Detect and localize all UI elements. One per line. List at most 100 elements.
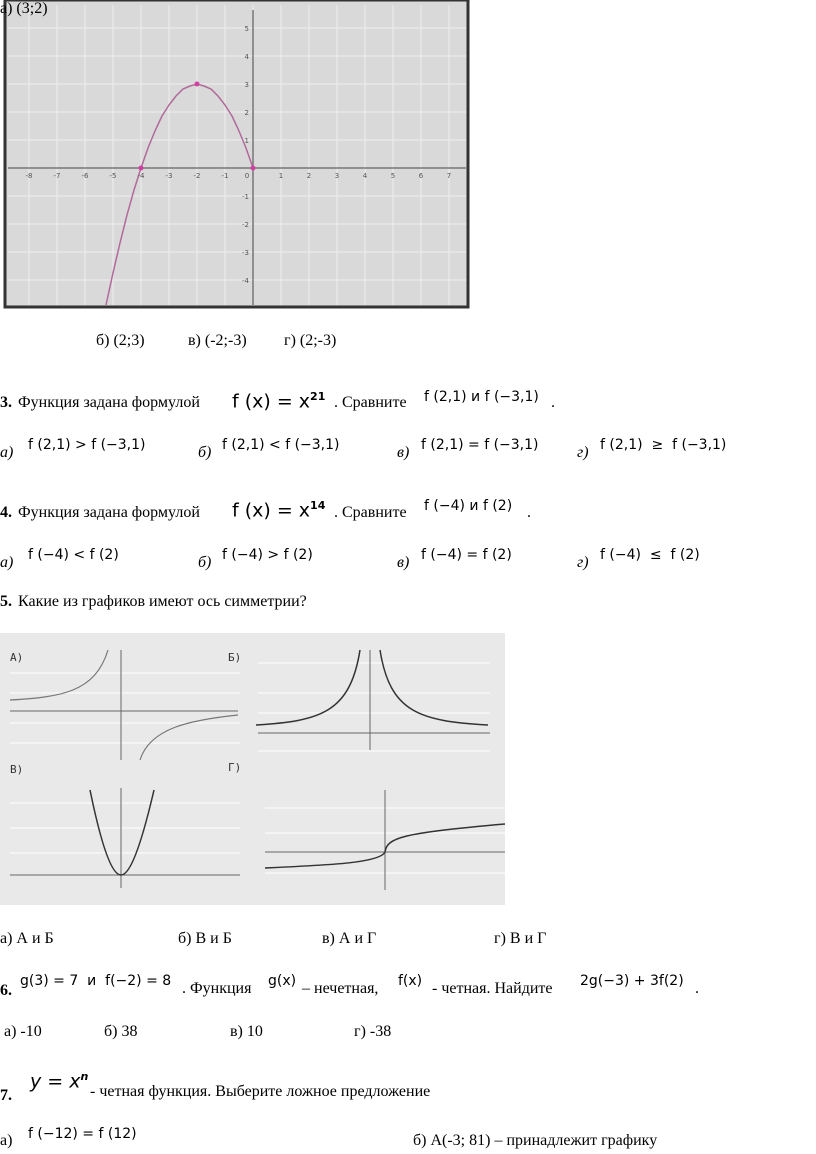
x-tick-label: 5 [391, 172, 395, 180]
q-text: . Функция [182, 980, 252, 997]
x-tick-label: 7 [447, 172, 451, 180]
graph-bg [3, 0, 470, 309]
option: а) -10 [4, 1023, 42, 1040]
curve [89, 789, 155, 876]
formula-exp: 14 [310, 499, 326, 512]
option: в) А и Г [322, 930, 377, 947]
y-tick-label: 2 [245, 109, 249, 117]
y-tick-label: -2 [242, 221, 249, 229]
curve [139, 714, 239, 761]
x-tick-label: -5 [110, 172, 117, 180]
panel-bg [0, 633, 505, 905]
y-tick-label: -4 [242, 277, 250, 285]
option: г) (2;-3) [284, 332, 337, 349]
q-text: Какие из графиков имеют ось симметрии? [18, 593, 307, 610]
option-letter: в) [397, 554, 410, 571]
option: б) (2;3) [96, 332, 145, 349]
formula-base: y = x [30, 1070, 81, 1093]
option: б) В и Б [178, 930, 232, 947]
option-letter: в) [397, 444, 410, 461]
option: а) А и Б [0, 930, 54, 947]
q-text: Функция задана формулой [18, 504, 200, 521]
y-tick-label: -3 [242, 249, 249, 257]
option-letter: б) [198, 444, 212, 461]
option-formula: f (2,1) = f (−3,1) [421, 437, 539, 453]
graphs-panel: А) Б) В) Г) [0, 633, 505, 905]
x-tick-label: -1 [222, 172, 229, 180]
formula: f (−4) и f (2) [424, 498, 513, 514]
option-letter: а) [0, 1132, 13, 1149]
formula: f(x) [398, 973, 423, 989]
y-tick-label: 1 [245, 137, 249, 145]
x-tick-label: -4 [138, 172, 146, 180]
q-text: – нечетная, [302, 980, 379, 997]
y-tick-label: -1 [242, 193, 249, 201]
x-tick-label: -2 [194, 172, 201, 180]
x-tick-label: -8 [26, 172, 33, 180]
option: в) (-2;-3) [188, 332, 247, 349]
point [138, 165, 144, 171]
formula: f (x) = x21 [232, 388, 326, 413]
graph-1: -8 -7 -6 -5 -4 -3 -2 -1 0 1 2 3 4 5 6 7 5 4 3 2 1 -1 -2 -3 -4 [3, 0, 470, 309]
option: а) (3;2) [0, 0, 48, 17]
option-formula: f (2,1) < f (−3,1) [222, 437, 340, 453]
x-tick-label: 6 [419, 172, 424, 180]
curve [255, 649, 361, 726]
q-number: 3. [0, 394, 12, 411]
point [250, 165, 256, 171]
formula-base: f (x) = x [232, 390, 311, 413]
option-letter: г) [577, 444, 589, 461]
curve [9, 649, 109, 701]
panel-label: А) [10, 651, 23, 664]
option: в) 10 [230, 1023, 263, 1040]
y-tick-label: 5 [245, 25, 249, 33]
formula: y = xn [30, 1068, 89, 1093]
option-formula: f (2,1) > f (−3,1) [28, 437, 146, 453]
q-text: . [527, 504, 531, 521]
panel-label: Б) [228, 651, 241, 664]
x-tick-label: -3 [166, 172, 173, 180]
q-text: . [695, 980, 699, 997]
q-number: 6. [0, 982, 12, 999]
option-letter: г) [577, 554, 589, 571]
q-number: 4. [0, 504, 12, 521]
option-formula: f (−4) = f (2) [421, 547, 512, 563]
q-text: - четная функция. Выберите ложное предло… [90, 1083, 431, 1100]
x-tick-label: 1 [279, 172, 283, 180]
option: г) В и Г [494, 930, 547, 947]
formula-base: f (x) = x [232, 499, 311, 522]
formula: f (2,1) и f (−3,1) [424, 389, 539, 405]
option-letter: а) [0, 444, 14, 461]
formula-exp: n [80, 1070, 89, 1083]
q-number: 7. [0, 1087, 12, 1104]
curve [264, 823, 505, 869]
formula: 2g(−3) + 3f(2) [580, 973, 684, 989]
q-text: . Сравните [334, 394, 407, 411]
x-tick-label: -7 [54, 172, 61, 180]
panel-label: Г) [228, 761, 241, 774]
x-tick-label: 4 [363, 172, 368, 180]
option: б) А(-3; 81) – принадлежит графику [413, 1132, 658, 1149]
option-formula: f (−4) < f (2) [28, 547, 119, 563]
option-formula: f (2,1) ≥ f (−3,1) [600, 437, 727, 453]
formula-exp: 21 [310, 390, 326, 403]
q-text: . [551, 394, 555, 411]
q-text: . Сравните [334, 504, 407, 521]
option-formula: f (−4) ≤ f (2) [600, 547, 700, 563]
formula: g(x) [268, 973, 297, 989]
x-tick-label: 2 [307, 172, 311, 180]
y-tick-label: 3 [245, 81, 249, 89]
panel-label: В) [10, 763, 23, 776]
q-number: 5. [0, 593, 12, 610]
q-text: - четная. Найдите [432, 980, 553, 997]
point [194, 81, 200, 87]
option: б) 38 [104, 1023, 138, 1040]
option-letter: а) [0, 554, 14, 571]
option-formula: f (−4) > f (2) [222, 547, 313, 563]
x-tick-label: 0 [245, 172, 249, 180]
formula: f (x) = x14 [232, 497, 326, 522]
y-tick-label: 4 [245, 53, 250, 61]
formula: f (−12) = f (12) [28, 1126, 137, 1142]
formula: g(3) = 7 и f(−2) = 8 [20, 973, 172, 989]
